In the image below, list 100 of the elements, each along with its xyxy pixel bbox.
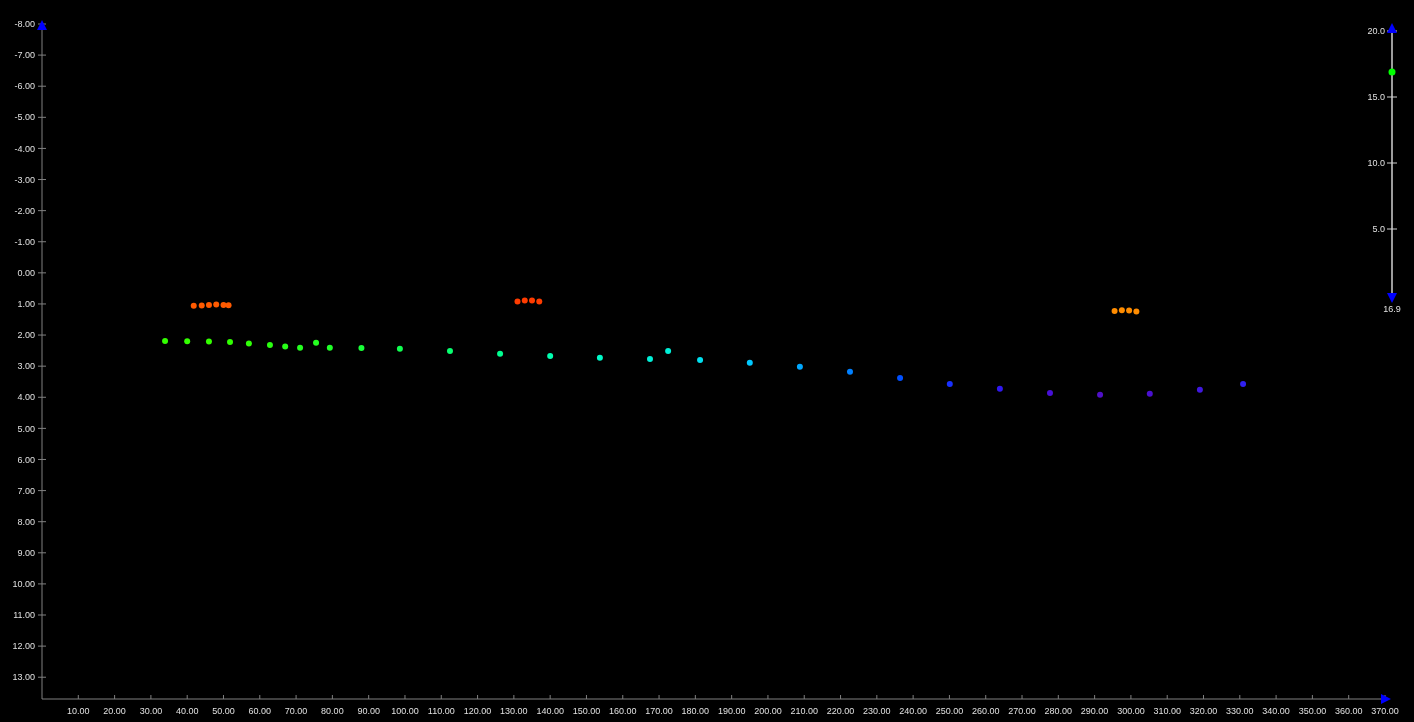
y-tick-label: -2.00	[14, 205, 35, 216]
y-tick-label: 12.00	[12, 641, 35, 652]
x-tick-label: 320.00	[1189, 706, 1218, 716]
x-tick-label: 270.00	[1008, 706, 1036, 716]
point	[266, 342, 273, 349]
point	[184, 338, 191, 345]
y-tick-label: 9.00	[17, 547, 35, 558]
x-tick-label: 110.00	[427, 706, 455, 716]
y-tick-label: -1.00	[14, 236, 35, 247]
y-tick-label: 0.00	[17, 268, 35, 278]
x-tick-label: 240.00	[899, 706, 927, 716]
x-tick-label: 340.00	[1262, 706, 1290, 716]
y-tick-label: 5.00	[17, 423, 35, 434]
annotation: 16.9	[1383, 304, 1401, 314]
point	[205, 301, 212, 308]
y-tick-label: -7.00	[14, 50, 35, 61]
point	[665, 347, 672, 354]
x-tick-label: 200.00	[754, 706, 782, 716]
point	[746, 359, 753, 366]
x-tick-label: 170.00	[645, 706, 673, 716]
x-tick-label: 330.00	[1226, 706, 1254, 716]
point	[646, 356, 653, 363]
point	[529, 297, 536, 304]
point	[1046, 389, 1053, 396]
point	[1196, 386, 1203, 393]
point	[547, 352, 554, 359]
y-tick-label: 7.00	[17, 485, 35, 496]
x-tick-label: 120.00	[463, 706, 492, 716]
x-tick-label: 20.00	[103, 706, 126, 716]
x-tick-label: 50.00	[212, 706, 235, 716]
point	[282, 343, 289, 350]
x-tick-label: 260.00	[971, 706, 1000, 716]
point	[358, 345, 365, 352]
point	[1118, 307, 1125, 314]
point	[897, 374, 904, 381]
point	[213, 301, 220, 308]
y-tick-label: 8.00	[17, 516, 35, 527]
y-tick-label: -6.00	[14, 81, 35, 92]
point	[697, 356, 704, 363]
y2-tick-label: 15.0	[1367, 92, 1385, 103]
y-tick-label: 2.00	[17, 330, 35, 341]
x-tick-label: 90.00	[357, 706, 380, 716]
point	[220, 301, 227, 308]
point	[396, 345, 403, 352]
y-tick-label: 4.00	[17, 392, 35, 403]
point	[245, 340, 252, 347]
x-tick-label: 160.00	[608, 706, 637, 716]
x-tick-label: 30.00	[139, 706, 163, 716]
point	[521, 297, 528, 304]
y-tick-label: -5.00	[14, 112, 35, 123]
point	[1133, 308, 1140, 315]
x-tick-label: 300.00	[1117, 706, 1145, 716]
y-tick-label: 11.00	[13, 610, 35, 621]
point	[1126, 307, 1133, 314]
x-tick-label: 220.00	[826, 706, 855, 716]
point	[225, 302, 232, 309]
point	[205, 338, 212, 345]
point	[1240, 380, 1247, 387]
x-tick-label: 10.00	[67, 706, 90, 716]
point	[313, 339, 320, 346]
point	[190, 302, 197, 309]
point	[596, 354, 603, 361]
x-tick-label: 70.00	[284, 706, 308, 716]
y-tick-label: -4.00	[14, 143, 35, 154]
point	[162, 337, 169, 344]
x-tick-label: 80.00	[321, 706, 344, 716]
point	[446, 347, 453, 354]
x-tick-label: 100.00	[391, 706, 419, 716]
x-tick-label: 230.00	[863, 706, 891, 716]
y-tick-label: 6.00	[17, 454, 35, 465]
x-tick-label: 60.00	[248, 706, 272, 716]
x-tick-label: 250.00	[935, 706, 964, 716]
point	[198, 302, 205, 309]
x-tick-label: 150.00	[572, 706, 601, 716]
point	[497, 350, 504, 357]
point	[846, 368, 853, 375]
y-tick-label: -8.00	[14, 19, 35, 30]
x-tick-label: 210.00	[790, 706, 819, 716]
y-tick-label: 3.00	[17, 361, 35, 372]
x-tick-label: 350.00	[1298, 706, 1327, 716]
point	[946, 380, 953, 387]
x-tick-label: 310.00	[1153, 706, 1181, 716]
x-tick-label: 280.00	[1044, 706, 1073, 716]
point	[996, 385, 1003, 392]
x-tick-label: 40.00	[175, 706, 199, 716]
point	[514, 298, 521, 305]
point	[227, 338, 234, 345]
point	[1097, 391, 1104, 398]
x-tick-label: 360.00	[1334, 706, 1363, 716]
point	[536, 298, 543, 305]
x-tick-label: 130.00	[500, 706, 528, 716]
x-tick-label: 370.00	[1371, 706, 1399, 716]
point	[796, 363, 803, 370]
x-tick-label: 140.00	[536, 706, 564, 716]
y2-tick-label: 20.0	[1367, 26, 1385, 37]
x-tick-label: 180.00	[681, 706, 710, 716]
x-tick-label: 190.00	[717, 706, 746, 716]
y-tick-label: -3.00	[14, 174, 35, 185]
point	[326, 344, 333, 351]
point	[1111, 308, 1118, 315]
